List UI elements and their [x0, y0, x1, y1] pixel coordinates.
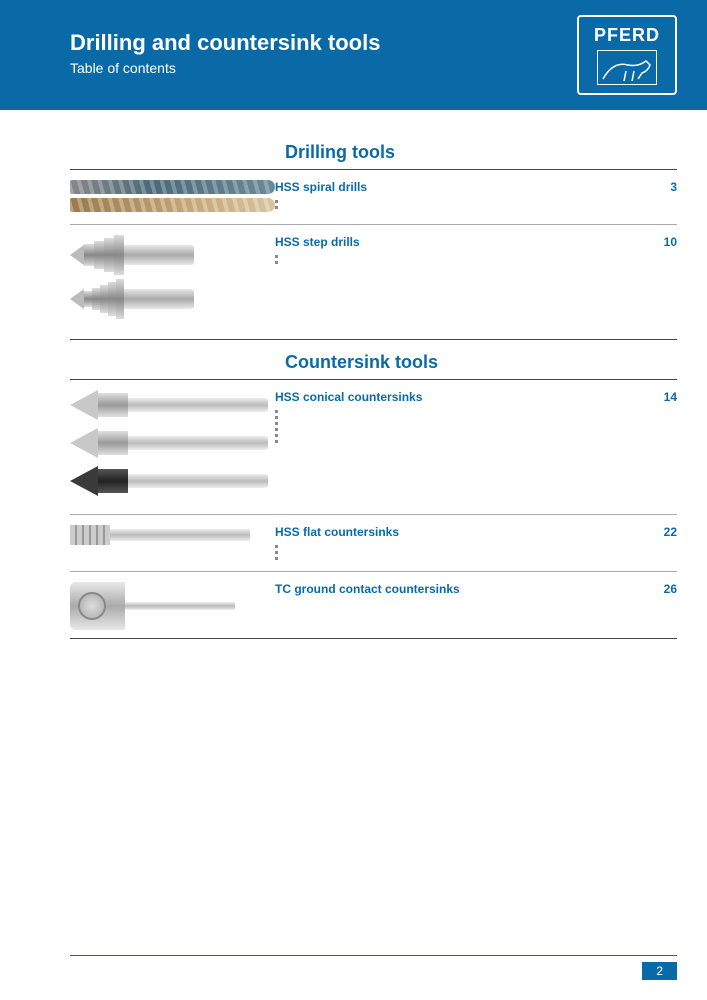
page-number: 2: [642, 962, 677, 980]
toc-row-flat-countersinks: HSS flat countersinks 22: [70, 517, 677, 569]
entry-page: 3: [670, 180, 677, 194]
toc-entry: HSS step drills 10: [275, 235, 677, 267]
toc-entry: HSS spiral drills 3: [275, 180, 677, 212]
toc-entry: HSS conical countersinks 14: [275, 390, 677, 446]
divider: [70, 339, 677, 340]
flat-countersink-icon: [70, 525, 275, 545]
entry-title: HSS spiral drills: [275, 180, 367, 194]
product-thumb: [70, 525, 275, 545]
divider: [70, 514, 677, 515]
divider: [70, 224, 677, 225]
divider: [70, 169, 677, 170]
entry-bullets: [275, 542, 677, 563]
entry-title: HSS step drills: [275, 235, 360, 249]
spiral-drill-icon: [70, 180, 275, 194]
content-area: Drilling tools HSS spiral drills 3: [0, 110, 707, 639]
product-thumb: [70, 390, 275, 496]
conical-countersink-icon: [70, 390, 275, 420]
toc-entry: HSS flat countersinks 22: [275, 525, 677, 563]
entry-title: HSS conical countersinks: [275, 390, 422, 404]
entry-bullets: [275, 407, 677, 446]
product-thumb: [70, 582, 275, 630]
entry-page: 26: [664, 582, 677, 596]
product-thumb: [70, 235, 275, 319]
entry-bullets: [275, 197, 677, 212]
entry-page: 22: [664, 525, 677, 539]
toc-entry: TC ground contact countersinks 26: [275, 582, 677, 596]
footer-rule: [70, 955, 677, 956]
brand-logo: PFERD: [577, 15, 677, 95]
step-drill-icon: [70, 235, 275, 275]
toc-row-conical-countersinks: HSS conical countersinks 14: [70, 382, 677, 512]
entry-title: HSS flat countersinks: [275, 525, 399, 539]
brand-horse-icon: [597, 50, 657, 85]
conical-countersink-icon: [70, 428, 275, 458]
toc-row-spiral-drills: HSS spiral drills 3: [70, 172, 677, 222]
spiral-drill-icon: [70, 198, 275, 212]
entry-page: 14: [664, 390, 677, 404]
divider: [70, 638, 677, 639]
page-footer: 2: [70, 955, 677, 980]
section-heading-drilling: Drilling tools: [285, 142, 677, 163]
brand-name: PFERD: [594, 25, 660, 46]
tc-countersink-icon: [70, 582, 275, 630]
toc-row-step-drills: HSS step drills 10: [70, 227, 677, 337]
entry-title: TC ground contact countersinks: [275, 582, 460, 596]
divider: [70, 571, 677, 572]
page-header: Drilling and countersink tools Table of …: [0, 0, 707, 110]
divider: [70, 379, 677, 380]
entry-page: 10: [664, 235, 677, 249]
entry-bullets: [275, 252, 677, 267]
product-thumb: [70, 180, 275, 212]
section-heading-countersink: Countersink tools: [285, 352, 677, 373]
toc-row-tc-countersinks: TC ground contact countersinks 26: [70, 574, 677, 636]
step-drill-icon: [70, 279, 275, 319]
conical-countersink-icon: [70, 466, 275, 496]
